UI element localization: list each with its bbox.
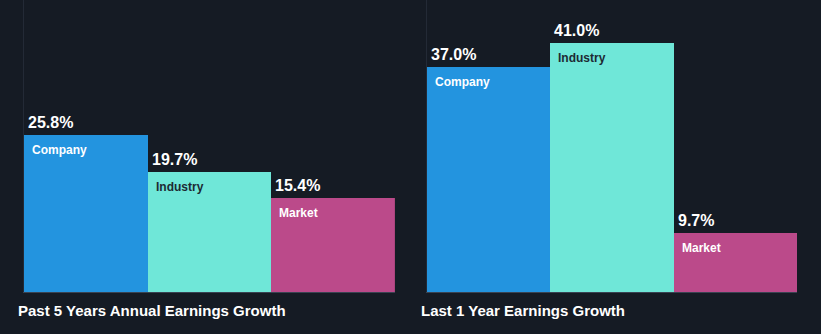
svg-text:19.7%: 19.7% xyxy=(152,151,197,168)
svg-text:25.8%: 25.8% xyxy=(28,114,73,131)
svg-text:Past 5 Years Annual Earnings G: Past 5 Years Annual Earnings Growth xyxy=(18,302,286,319)
svg-text:Company: Company xyxy=(32,143,87,157)
svg-text:37.0%: 37.0% xyxy=(431,46,476,63)
svg-text:Market: Market xyxy=(279,206,318,220)
svg-text:41.0%: 41.0% xyxy=(554,22,599,39)
svg-text:15.4%: 15.4% xyxy=(275,177,320,194)
svg-text:Market: Market xyxy=(682,241,721,255)
svg-text:Last 1 Year Earnings Growth: Last 1 Year Earnings Growth xyxy=(421,302,625,319)
svg-text:9.7%: 9.7% xyxy=(678,212,714,229)
svg-text:Industry: Industry xyxy=(558,51,606,65)
svg-text:Industry: Industry xyxy=(156,180,204,194)
svg-text:Company: Company xyxy=(435,75,490,89)
